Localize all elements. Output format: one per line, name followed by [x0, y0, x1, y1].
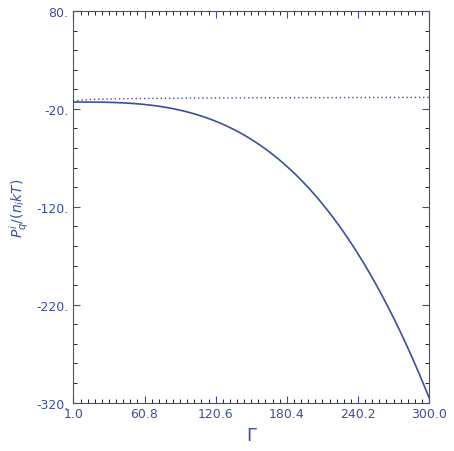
Y-axis label: $P^i_{q}/(n_i kT)$: $P^i_{q}/(n_i kT)$: [7, 178, 31, 237]
X-axis label: Γ: Γ: [246, 426, 256, 444]
